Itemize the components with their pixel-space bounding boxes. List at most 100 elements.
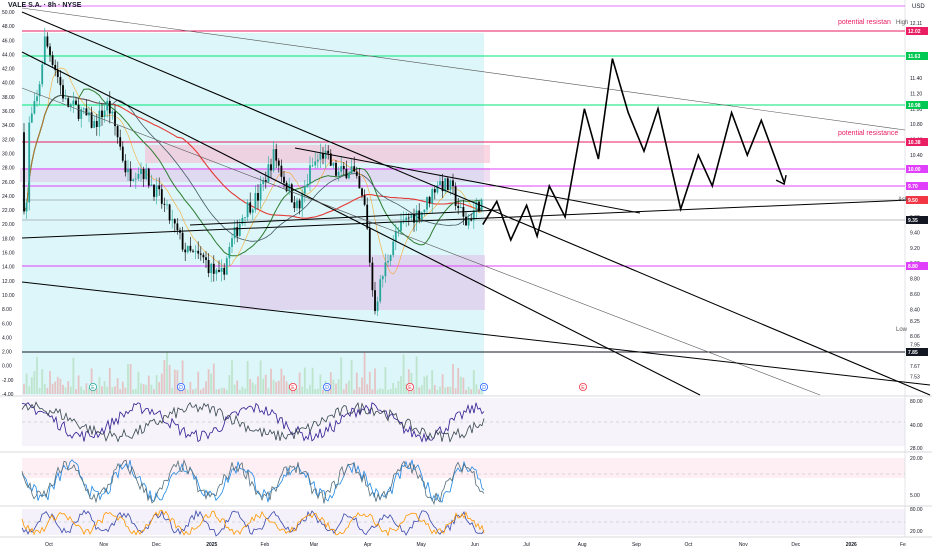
volume-bar xyxy=(25,373,28,394)
candle-body xyxy=(67,98,70,107)
right-axis-tick: 10.80 xyxy=(910,122,923,128)
candle-body xyxy=(459,207,462,209)
candle-body xyxy=(392,241,395,256)
candle-body xyxy=(270,164,272,171)
volume-bar xyxy=(423,376,426,394)
candle-body xyxy=(85,108,88,116)
volume-bar xyxy=(163,360,166,394)
candle-body xyxy=(244,217,246,218)
price-label-bg xyxy=(906,165,928,173)
projection-arrowhead xyxy=(775,174,787,186)
volume-bar xyxy=(418,387,421,394)
volume-bar xyxy=(116,378,119,394)
volume-bar xyxy=(426,375,428,394)
rsi-line xyxy=(21,402,485,443)
candle-body xyxy=(64,98,67,100)
candle-body xyxy=(189,245,192,251)
candle-body xyxy=(134,178,137,180)
volume-bar xyxy=(140,383,142,394)
left-axis-tick: 32.00 xyxy=(2,137,15,143)
price-label: 10.98 xyxy=(908,103,921,109)
volume-bar xyxy=(38,387,41,394)
candle-body xyxy=(428,196,431,204)
candle-body xyxy=(82,108,85,110)
volume-bar xyxy=(101,386,103,394)
candle-body xyxy=(446,178,449,191)
volume-bar xyxy=(33,371,36,394)
volume-bar xyxy=(441,374,444,394)
volume-bar xyxy=(127,363,129,394)
left-axis-tick: 48.00 xyxy=(2,24,15,30)
volume-bar xyxy=(288,384,291,394)
candle-body xyxy=(337,171,340,176)
event-marker-label: E xyxy=(91,385,95,391)
right-axis-tick: 7.53 xyxy=(910,375,920,381)
volume-bar xyxy=(283,375,285,394)
event-marker xyxy=(479,382,488,391)
volume-bar xyxy=(301,386,304,394)
candle-body xyxy=(168,204,171,221)
price-label: 9.50 xyxy=(908,198,918,204)
volume-bar xyxy=(407,369,410,394)
volume-bar xyxy=(28,386,31,394)
candle-body xyxy=(75,100,77,105)
volume-bar xyxy=(467,386,470,394)
left-axis-tick: 20.00 xyxy=(2,222,15,228)
candle-body xyxy=(171,219,174,221)
left-axis-tick: 36.00 xyxy=(2,109,15,115)
volume-bar xyxy=(277,380,280,394)
volume-bar xyxy=(64,387,67,394)
volume-bar xyxy=(181,360,184,394)
candle-body xyxy=(449,180,452,191)
volume-bar xyxy=(121,381,124,394)
left-axis-tick: 34.00 xyxy=(2,123,15,129)
volume-bar xyxy=(392,382,395,394)
candle-body xyxy=(420,212,423,220)
left-axis-tick: 50.00 xyxy=(2,10,15,16)
volume-bar xyxy=(72,357,75,394)
x-axis-tick: Nov xyxy=(99,542,108,548)
candle-body xyxy=(25,202,28,212)
left-axis-tick: 46.00 xyxy=(2,38,15,44)
candle-body xyxy=(202,254,205,258)
volume-bar xyxy=(54,381,57,394)
left-axis-tick: 44.00 xyxy=(2,52,15,58)
candle-body xyxy=(267,164,270,183)
volume-bar xyxy=(340,357,343,394)
candle-body xyxy=(103,110,106,118)
volume-bar xyxy=(374,368,376,394)
volume-bar xyxy=(142,384,145,394)
volume-bar xyxy=(36,356,38,394)
volume-bar xyxy=(449,386,452,394)
candle-body xyxy=(436,185,439,193)
event-marker xyxy=(405,382,414,391)
volume-bar xyxy=(124,387,127,394)
price-label: 12.02 xyxy=(908,29,921,35)
volume-bar xyxy=(311,367,314,394)
stoch-band xyxy=(22,458,905,478)
volume-bar xyxy=(306,388,309,394)
price-label-bg xyxy=(906,182,928,190)
volume-bar xyxy=(233,384,236,394)
candle-body xyxy=(335,162,337,176)
price-label: 10.00 xyxy=(908,167,921,173)
volume-bar xyxy=(137,371,140,394)
osc-axis-tick: 40.00 xyxy=(910,423,923,429)
osc-axis-tick: 20.00 xyxy=(910,529,923,535)
candle-body xyxy=(316,159,319,162)
volume-bar xyxy=(397,381,400,394)
volume-bar xyxy=(194,388,197,394)
candle-body xyxy=(387,260,389,263)
volume-bar xyxy=(350,359,353,394)
candle-body xyxy=(423,209,426,213)
candle-body xyxy=(241,217,244,224)
candle-body xyxy=(444,178,447,192)
low-tag: Low xyxy=(896,327,908,333)
candle-body xyxy=(407,217,410,219)
candle-body xyxy=(119,137,122,147)
volume-bar xyxy=(368,371,371,394)
candle-body xyxy=(192,250,194,252)
volume-bar xyxy=(296,389,298,394)
